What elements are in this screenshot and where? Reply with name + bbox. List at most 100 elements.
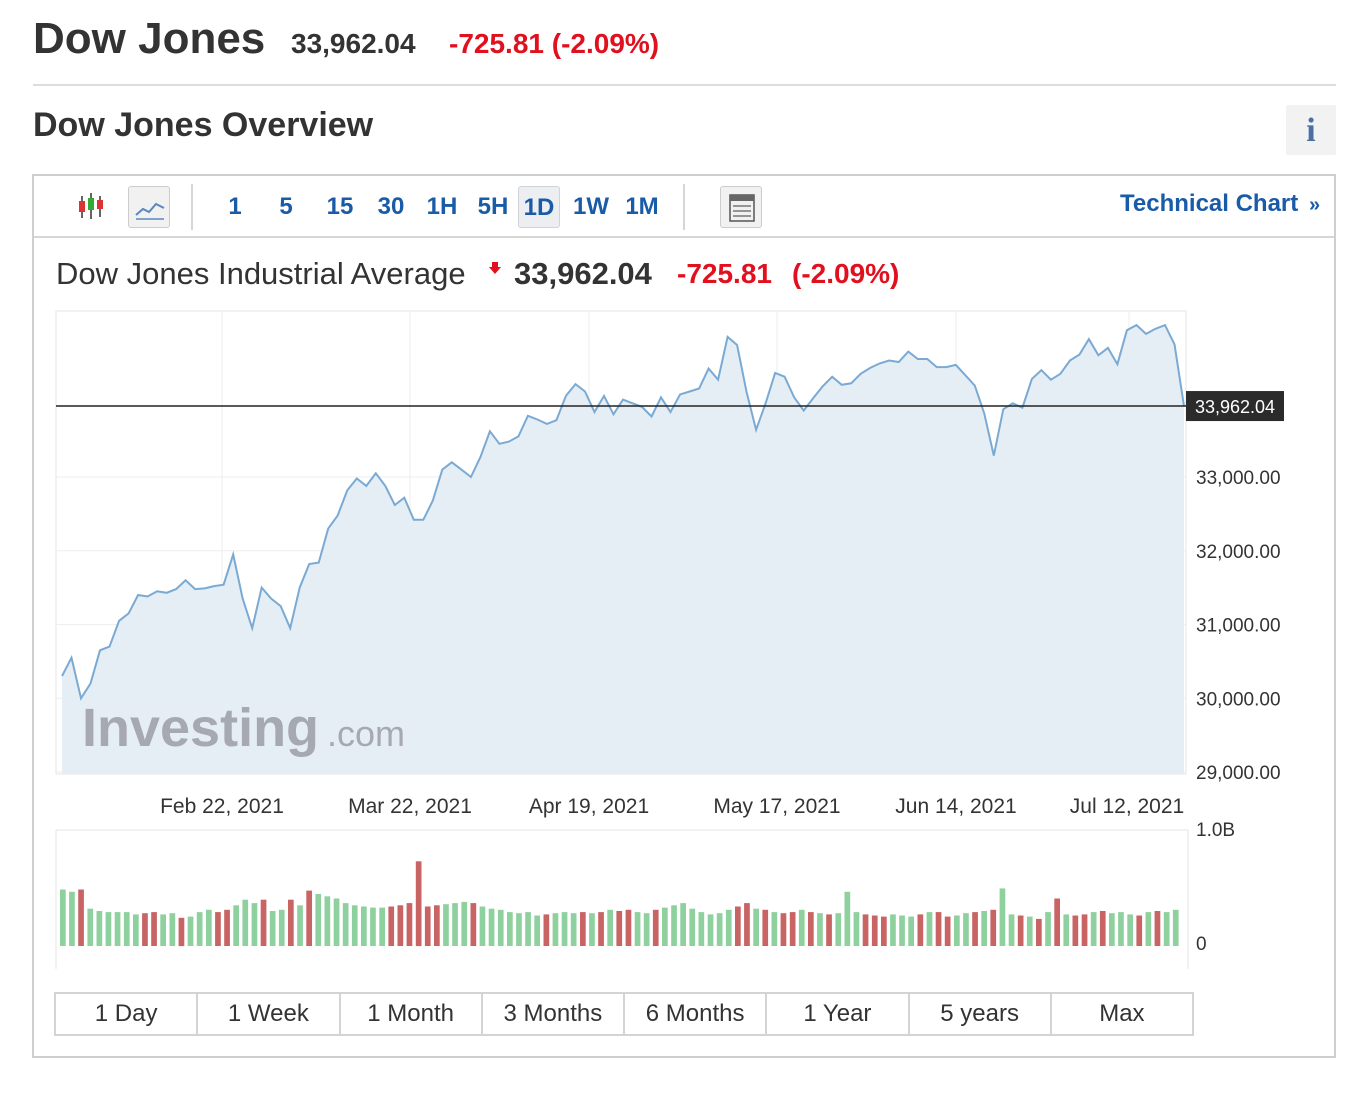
volume-bar — [835, 913, 842, 946]
interval-1h[interactable]: 1H — [426, 193, 458, 220]
volume-bar — [187, 916, 194, 946]
volume-bar — [753, 908, 759, 946]
volume-bar — [1099, 911, 1106, 946]
volume-bar — [552, 913, 559, 946]
volume-bar — [1109, 913, 1115, 946]
interval-1w[interactable]: 1W — [573, 193, 609, 220]
y-tick-label: 30,000.00 — [1196, 689, 1281, 710]
range-1-year[interactable]: 1 Year — [767, 994, 910, 1034]
volume-bar — [342, 903, 349, 946]
technical-chart-link[interactable]: Technical Chart » — [1120, 190, 1320, 218]
range-6-months[interactable]: 6 Months — [625, 994, 768, 1034]
volume-bar — [60, 889, 66, 946]
index-name: Dow Jones Industrial Average — [56, 256, 466, 291]
volume-bar — [652, 909, 659, 946]
index-price: 33,962.04 — [514, 256, 652, 291]
range-1-week[interactable]: 1 Week — [198, 994, 341, 1034]
interval-1[interactable]: 1 — [228, 193, 242, 220]
volume-bar — [689, 908, 696, 946]
interval-5[interactable]: 5 — [279, 193, 293, 220]
volume-bar — [297, 905, 303, 946]
volume-bar — [415, 861, 422, 947]
header-change: -725.81 (-2.09%) — [449, 28, 660, 59]
down-arrow-icon — [488, 262, 502, 281]
volume-bar — [379, 907, 385, 946]
range-3-months[interactable]: 3 Months — [483, 994, 625, 1034]
x-tick-label: Mar 22, 2021 — [348, 795, 472, 818]
volume-bar — [434, 905, 440, 946]
volume-bar — [224, 909, 230, 946]
volume-bar — [1054, 898, 1060, 946]
volume-bar — [625, 909, 632, 946]
interval-30[interactable]: 30 — [377, 193, 405, 220]
volume-bar — [716, 913, 723, 946]
volume-bar — [507, 912, 513, 946]
x-tick-label: Feb 22, 2021 — [160, 795, 284, 818]
volume-bar — [87, 908, 94, 946]
volume-zero-label: 0 — [1196, 934, 1207, 955]
range-1-month[interactable]: 1 Month — [341, 994, 483, 1034]
chart-toolbar: 1 5 15 30 1H 5H 1D 1W 1M Technical Chart » — [34, 176, 1334, 238]
interval-5h[interactable]: 5H — [477, 193, 509, 220]
x-tick-label: Apr 19, 2021 — [529, 795, 649, 818]
volume-bar — [443, 904, 449, 946]
volume-bar — [534, 915, 540, 946]
volume-bar — [917, 914, 924, 946]
volume-max-label: 1.0B — [1196, 820, 1235, 841]
interval-1m[interactable]: 1M — [625, 193, 659, 220]
volume-bar — [151, 912, 157, 946]
volume-bar — [1017, 915, 1024, 946]
volume-bar — [1154, 911, 1161, 946]
volume-bar — [388, 906, 395, 946]
volume-bar — [424, 906, 431, 946]
candlestick-icon[interactable] — [70, 186, 112, 228]
page-header: Dow Jones 33,962.04 -725.81 (-2.09%) — [33, 10, 1336, 86]
range-1-day[interactable]: 1 Day — [56, 994, 199, 1034]
volume-bar — [1145, 912, 1152, 946]
volume-bar — [169, 913, 176, 946]
volume-bar — [853, 912, 860, 946]
volume-bar — [698, 912, 705, 946]
news-layout-icon[interactable] — [720, 186, 762, 228]
interval-1d[interactable]: 1D — [518, 186, 560, 228]
volume-bar — [206, 909, 212, 946]
y-tick-label: 31,000.00 — [1196, 616, 1281, 637]
volume-bar — [680, 903, 686, 946]
volume-bar — [899, 915, 905, 946]
volume-bar — [935, 912, 942, 946]
volume-bar — [826, 914, 832, 946]
line-chart-icon[interactable] — [128, 186, 170, 228]
volume-bar — [96, 911, 103, 946]
volume-bar — [361, 906, 367, 946]
volume-bar — [954, 915, 960, 946]
range-max[interactable]: Max — [1099, 1000, 1145, 1027]
index-change-percent: (-2.09%) — [792, 258, 900, 289]
interval-15[interactable]: 15 — [326, 193, 354, 220]
current-price-label: 33,962.04 — [1195, 397, 1275, 417]
price-chart[interactable]: Investing .com 33,962.04 33,000.00 32,000.00… — [34, 176, 1334, 986]
volume-bar — [570, 913, 577, 946]
info-icon[interactable]: i — [1286, 105, 1336, 155]
range-5-years[interactable]: 5 years — [910, 994, 1052, 1034]
volume-bar — [744, 903, 750, 946]
volume-bar — [516, 913, 522, 946]
volume-bar — [397, 905, 404, 946]
volume-bar — [142, 913, 148, 946]
watermark-logo-suffix: .com — [327, 713, 405, 754]
volume-bar — [406, 903, 413, 946]
volume-bar — [671, 905, 677, 946]
volume-bar — [725, 909, 732, 946]
y-tick-label: 32,000.00 — [1196, 542, 1281, 563]
volume-bar — [488, 908, 495, 946]
volume-bar — [616, 911, 623, 946]
volume-bar — [242, 899, 249, 946]
price-line — [61, 323, 1185, 701]
volume-bar — [1090, 912, 1097, 946]
volume-bar — [479, 906, 486, 946]
overview-title: Dow Jones Overview — [33, 106, 374, 144]
volume-bar — [634, 912, 641, 946]
volume-bar — [543, 914, 550, 946]
volume-bar — [871, 915, 878, 946]
volume-bar — [963, 913, 969, 946]
volume-bar — [981, 911, 987, 946]
